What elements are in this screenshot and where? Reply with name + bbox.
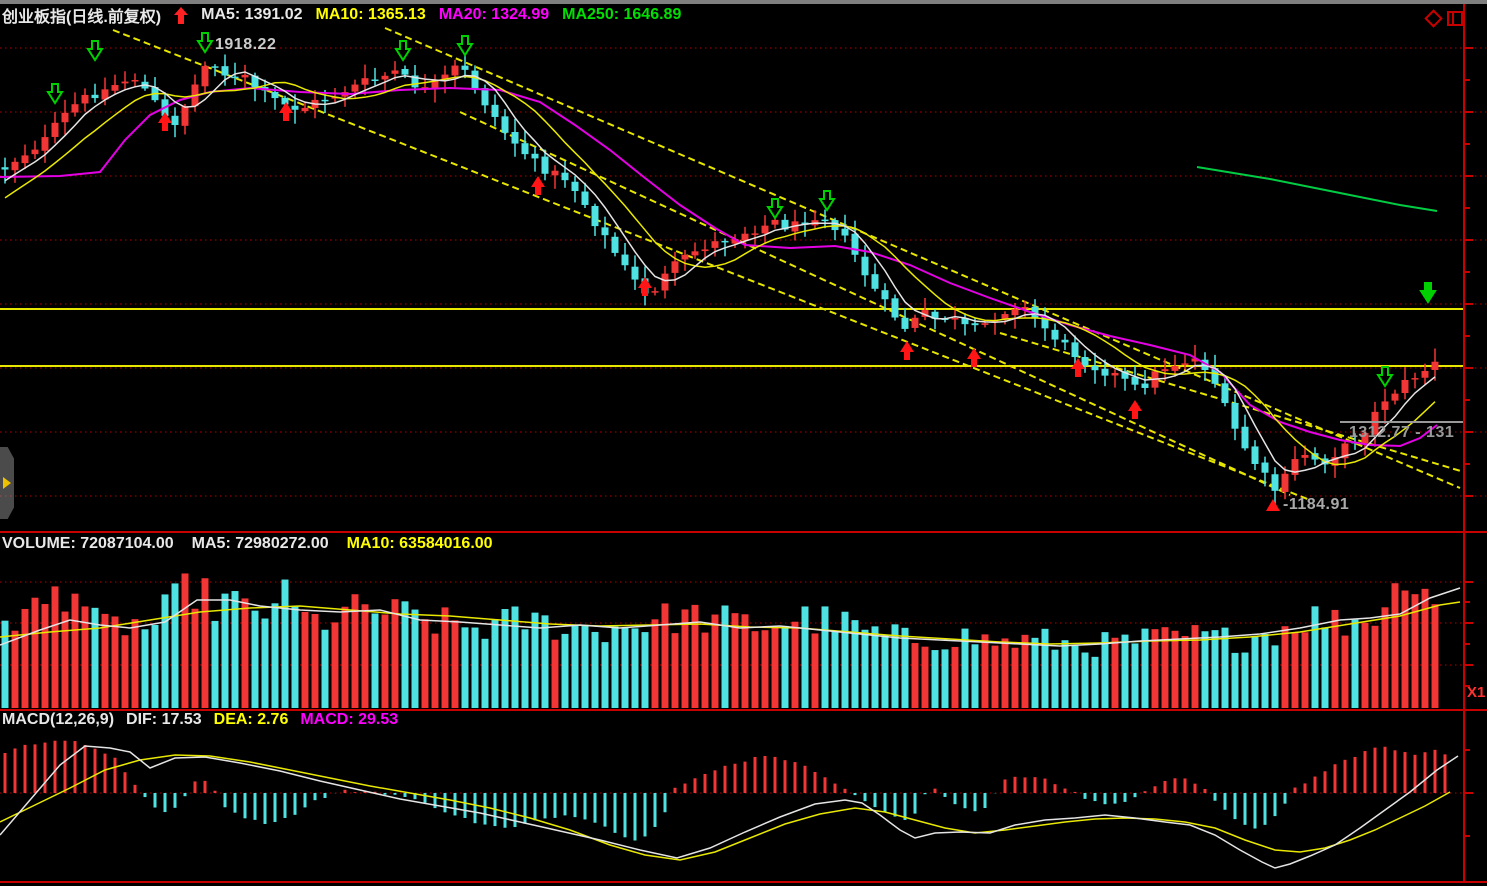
sell-signal-arrow-icon <box>456 35 474 57</box>
ma250-reading: MA250: 1646.89 <box>562 6 682 23</box>
window-top-edge <box>0 0 1487 4</box>
price-annotation: -1184.91 <box>1283 496 1350 513</box>
macd-pane-header: MACD(12,26,9) DIF: 17.53 DEA: 2.76 MACD:… <box>2 711 398 729</box>
split-window-icon[interactable] <box>1447 11 1463 26</box>
buy-signal-arrow-icon <box>1071 358 1085 377</box>
volume-reading: VOLUME: 72087104.00 <box>2 535 174 552</box>
scale-x1-label: X1 <box>1467 684 1486 701</box>
volume-ma10-reading: MA10: 63584016.00 <box>346 535 493 552</box>
price-annotation: 1918.22 <box>215 36 277 53</box>
ma20-reading: MA20: 1324.99 <box>438 6 550 23</box>
split-bar <box>1452 13 1454 24</box>
instrument-title: 创业板指(日线.前复权) <box>2 9 162 26</box>
buy-signal-arrow-icon <box>900 341 914 360</box>
play-arrow-icon <box>3 477 11 489</box>
sell-signal-arrow-icon <box>46 83 64 105</box>
sell-signal-arrow-icon <box>394 40 412 62</box>
sell-signal-arrow-icon <box>1376 366 1394 388</box>
macd-params: MACD(12,26,9) <box>2 711 115 728</box>
dif-reading: DIF: 17.53 <box>126 711 202 728</box>
sell-signal-arrow-icon <box>766 198 784 220</box>
volume-pane-header: VOLUME: 72087104.00 MA5: 72980272.00 MA1… <box>2 535 493 553</box>
price-annotation: 1312.77 - 131 <box>1349 424 1455 441</box>
buy-signal-arrow-icon <box>158 112 172 131</box>
scroll-left-tab[interactable] <box>0 447 14 519</box>
sell-signal-arrow-icon <box>196 32 214 54</box>
macd-reading: MACD: 29.53 <box>300 711 399 728</box>
buy-signal-arrow-icon <box>531 176 545 195</box>
main-chart-header: 创业板指(日线.前复权) MA5: 1391.02 MA10: 1365.13 … <box>2 3 681 27</box>
ma10-reading: MA10: 1365.13 <box>315 6 426 23</box>
sell-signal-arrow-icon <box>86 40 104 62</box>
buy-signal-arrow-icon <box>638 277 652 296</box>
volume-ma5-reading: MA5: 72980272.00 <box>191 535 329 552</box>
sell-signal-arrow-icon <box>818 190 836 212</box>
low-marker-icon <box>1266 499 1280 511</box>
buy-signal-arrow-icon <box>1128 400 1142 419</box>
up-arrow-icon <box>174 6 189 24</box>
sell-signal-arrow-icon <box>1419 282 1437 304</box>
ma5-reading: MA5: 1391.02 <box>201 6 303 23</box>
buy-signal-arrow-icon <box>967 348 981 367</box>
buy-signal-arrow-icon <box>279 102 293 121</box>
dea-reading: DEA: 2.76 <box>213 711 289 728</box>
